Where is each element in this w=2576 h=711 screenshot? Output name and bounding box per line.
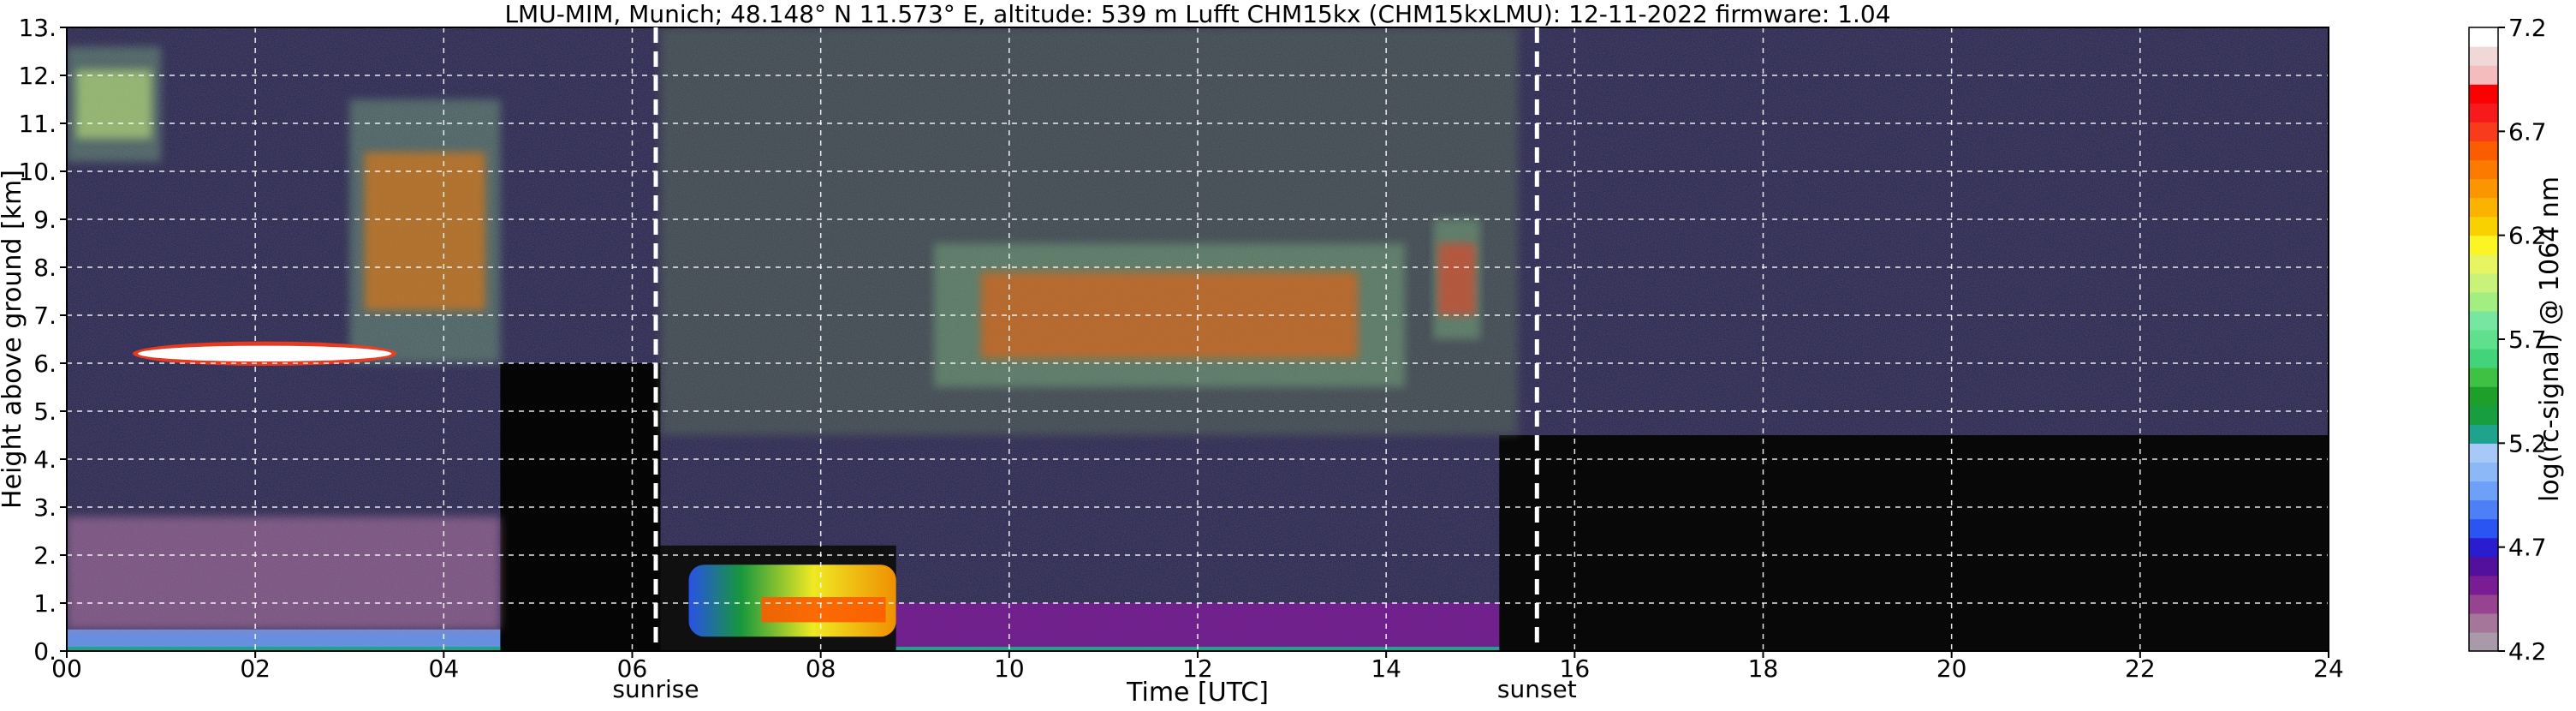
y-tick-label: 8. [33,254,57,282]
colorbar-swatch [2469,594,2498,614]
colorbar-swatch [2469,367,2498,387]
y-tick-label: 2. [33,541,57,570]
y-tick-label: 3. [33,493,57,522]
colorbar-swatch [2469,349,2498,368]
colorbar-swatch [2469,386,2498,406]
colorbar-swatch [2469,518,2498,539]
y-tick-label: 6. [33,350,57,378]
colorbar-label: log(rc-signal) @ 1064 nm [2535,176,2565,502]
y-tick-label: 7. [33,302,57,330]
low-signal-region [1499,435,2329,651]
colorbar-swatch [2469,235,2498,255]
event-label-sunset: sunset [1497,675,1577,703]
grid [67,27,2329,651]
x-tick-label: 08 [806,654,836,683]
y-tick-label: 0. [33,637,57,666]
y-axis-ticks: 0. 1. 2. 3. 4. 5. 6. 7. 8. 9. 10. 11. 12. 13. [18,14,67,666]
x-tick-label: 20 [1936,654,1967,683]
colorbar-tick-label: 4.7 [2508,534,2547,562]
y-tick-label: 9. [33,206,57,234]
feature-cloud_layer [138,345,392,361]
colorbar-swatch [2469,612,2498,633]
colorbar-swatch [2469,575,2498,595]
colorbar-swatch [2469,140,2498,161]
y-tick-label: 13. [18,14,57,42]
colorbar: 4.2 4.7 5.2 5.7 6.2 6.7 7.2 [2468,14,2547,666]
colorbar-tick-label: 6.2 [2508,222,2547,250]
x-axis-ticks: 00 02 04 06 08 10 12 14 16 18 20 22 24 [51,651,2344,683]
colorbar-swatch [2469,65,2498,85]
x-tick-label: 18 [1748,654,1779,683]
colorbar-swatch [2469,329,2498,350]
colorbar-swatch [2469,310,2498,331]
x-tick-label: 02 [240,654,271,683]
y-tick-label: 11. [18,110,57,138]
x-tick-label: 00 [51,654,82,683]
colorbar-swatch [2469,272,2498,293]
colorbar-swatch [2469,46,2498,66]
colorbar-swatch [2469,122,2498,141]
colorbar-swatch [2469,631,2498,652]
y-tick-label: 10. [18,158,57,186]
feature-cirrus [364,152,485,311]
colorbar-swatch [2469,84,2498,104]
colorbar-tick-label: 4.2 [2508,637,2547,666]
colorbar-tick-label: 5.2 [2508,429,2547,457]
feature-aerosol_haze [67,517,501,630]
feature-fog_layer-core [761,597,886,623]
colorbar-swatch [2469,537,2498,558]
colorbar-swatch [2469,481,2498,501]
feature-boundary_layer-edge [67,647,501,651]
colorbar-swatch [2469,254,2498,274]
colorbar-swatch [2469,178,2498,199]
colorbar-swatch [2469,216,2498,236]
colorbar-swatch [2469,159,2498,180]
y-tick-label: 12. [18,62,57,90]
x-tick-label: 16 [1560,654,1591,683]
colorbar-swatch [2469,462,2498,482]
x-tick-label: 06 [617,654,648,683]
feature-cirrus [1437,243,1476,315]
y-tick-label: 1. [33,589,57,618]
colorbar-swatch [2469,556,2498,577]
x-tick-label: 14 [1371,654,1401,683]
y-axis-label: Height above ground [km] [0,170,27,509]
colorbar-swatch [2469,443,2498,463]
y-tick-label: 5. [33,397,57,426]
colorbar-tick-label: 7.2 [2508,14,2547,42]
sun-events: sunrise sunset [612,27,1577,703]
x-tick-label: 12 [1182,654,1213,683]
x-tick-label: 24 [2313,654,2344,683]
feature-cirrus [76,69,152,139]
colorbar-swatch [2469,27,2498,47]
x-axis-label: Time [UTC] [1126,678,1269,708]
colorbar-tick-label: 5.7 [2508,326,2547,354]
plot-area [66,27,2329,652]
colorbar-swatch [2469,405,2498,425]
colorbar-swatch [2469,291,2498,312]
colorbar-swatch [2469,197,2498,218]
event-label-sunrise: sunrise [612,675,699,703]
x-tick-label: 10 [994,654,1025,683]
x-tick-label: 04 [429,654,460,683]
chart-title: LMU-MIM, Munich; 48.148° N 11.573° E, al… [504,0,1890,28]
x-tick-label: 22 [2125,654,2156,683]
colorbar-tick-label: 6.7 [2508,117,2547,146]
y-tick-label: 4. [33,445,57,474]
colorbar-swatch [2469,499,2498,520]
colorbar-swatch [2469,424,2498,444]
colorbar-swatch [2469,103,2498,122]
